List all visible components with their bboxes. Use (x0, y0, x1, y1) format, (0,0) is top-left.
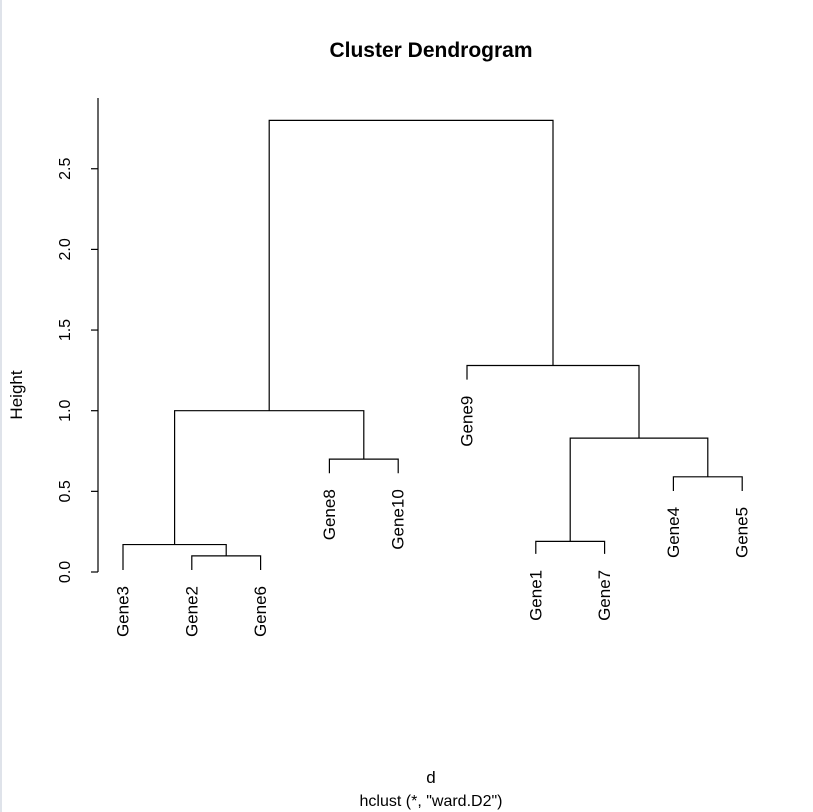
leaf-label-gene6: Gene6 (251, 586, 270, 637)
merge-branch (466, 364, 640, 439)
merge-branch (328, 458, 399, 474)
chart-title: Cluster Dendrogram (329, 39, 532, 62)
leaf-label-gene8: Gene8 (320, 489, 339, 540)
leaf-labels: Gene3 Gene2 Gene6 Gene8 Gene10 Gene9 Gene1 Gene… (114, 396, 752, 637)
window-border (0, 0, 2, 812)
merge-branch (122, 543, 227, 570)
merge-branch (535, 540, 606, 554)
y-tick-label: 2.5 (57, 158, 74, 180)
leaf-label-gene9: Gene9 (458, 396, 477, 447)
method-subtitle: hclust (*, "ward.D2") (360, 793, 503, 810)
merge-branch (672, 476, 743, 491)
merge-branch (569, 437, 709, 542)
merge-branch (191, 555, 262, 570)
y-axis-label: Height (7, 370, 26, 419)
leaf-label-gene4: Gene4 (664, 507, 683, 558)
leaf-label-gene7: Gene7 (595, 570, 614, 621)
merge-branch (268, 119, 554, 411)
leaf-label-gene1: Gene1 (526, 570, 545, 621)
dendrogram-branches (122, 119, 743, 570)
leaf-label-gene3: Gene3 (114, 586, 133, 637)
x-axis-label: d (426, 768, 435, 787)
y-tick-label: 0.5 (57, 480, 74, 502)
leaf-label-gene10: Gene10 (389, 489, 408, 549)
y-tick-label: 1.0 (57, 399, 74, 421)
y-tick-label: 1.5 (57, 319, 74, 341)
leaf-label-gene2: Gene2 (182, 586, 201, 637)
leaf-label-gene5: Gene5 (733, 507, 752, 558)
y-tick-label: 2.0 (57, 238, 74, 260)
y-axis: 0.0 0.5 1.0 1.5 2.0 2.5 (57, 98, 99, 583)
y-tick-label: 0.0 (57, 561, 74, 583)
